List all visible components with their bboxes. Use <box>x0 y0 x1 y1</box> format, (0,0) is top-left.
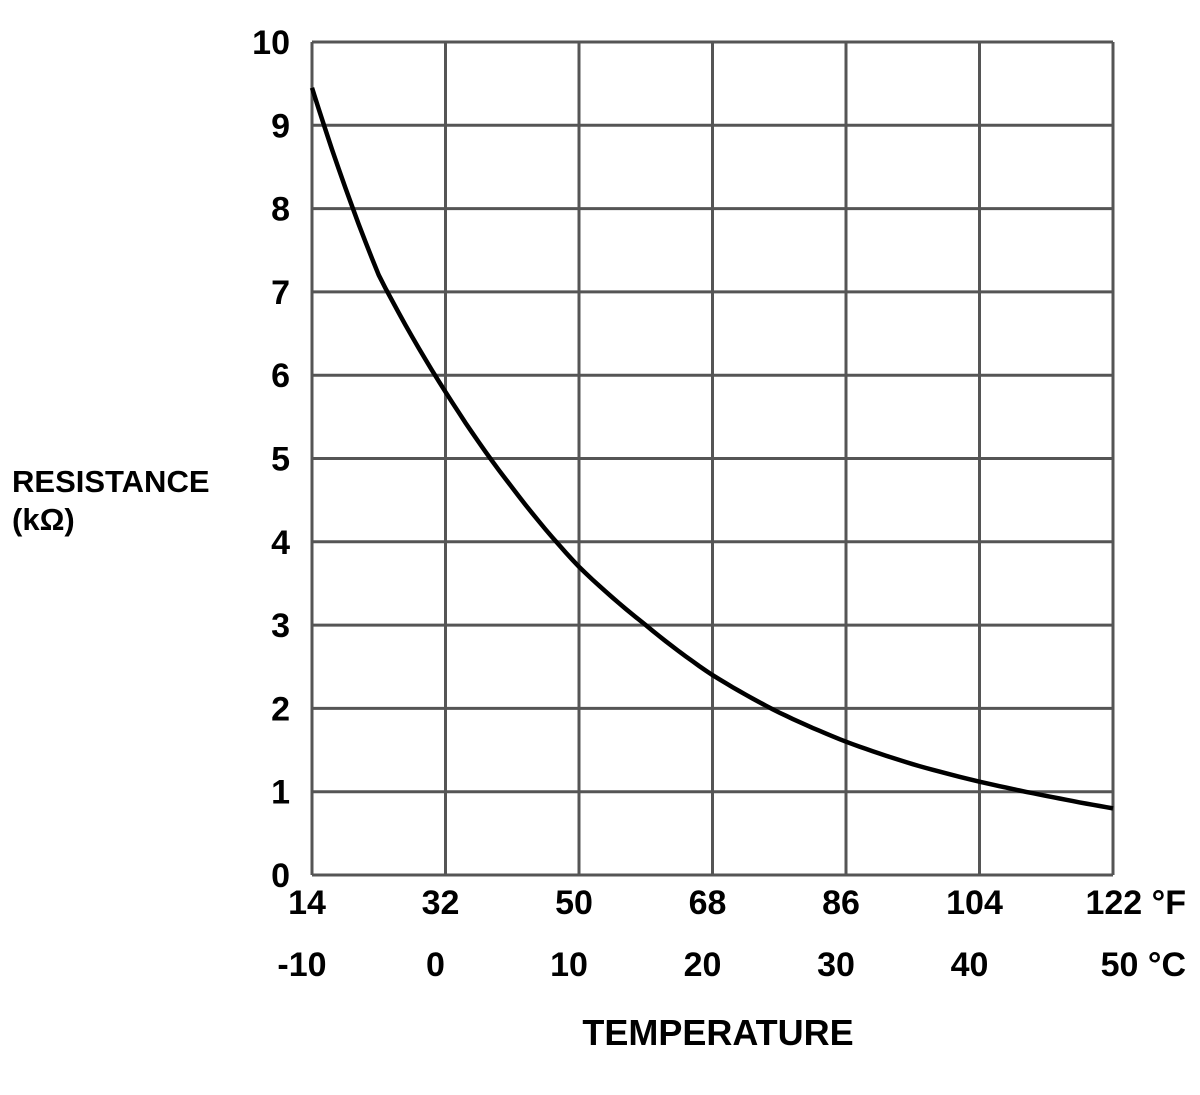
y-tick-labels: 0 1 2 3 4 5 6 7 8 9 10 <box>252 24 290 895</box>
y-tick-label: 9 <box>271 107 290 145</box>
y-tick-label: 0 <box>271 857 290 895</box>
grid <box>310 40 1115 877</box>
x-tick-label-celsius: 10 <box>550 946 588 984</box>
x-tick-label-fahrenheit: 50 <box>555 884 593 922</box>
x-tick-label-fahrenheit: 32 <box>422 884 460 922</box>
y-tick-label: 4 <box>271 524 290 562</box>
x-tick-label-fahrenheit: 104 <box>946 884 1003 922</box>
y-tick-label: 7 <box>271 274 290 312</box>
y-axis-label-line1: RESISTANCE <box>12 464 210 499</box>
curve-layer <box>309 87 1114 811</box>
x-tick-label-fahrenheit: 122 °F <box>1085 884 1186 922</box>
y-tick-label: 5 <box>271 441 290 479</box>
y-tick-label: 6 <box>271 357 290 395</box>
x-tick-label-celsius: 20 <box>684 946 722 984</box>
y-tick-label: 3 <box>271 607 290 645</box>
x-tick-label-celsius: 30 <box>817 946 855 984</box>
x-tick-label-fahrenheit: 68 <box>689 884 727 922</box>
x-axis-label: TEMPERATURE <box>582 1012 853 1053</box>
y-tick-label: 2 <box>271 690 290 728</box>
x-tick-label-celsius: 40 <box>951 946 989 984</box>
x-tick-label-celsius: 0 <box>426 946 445 984</box>
x-tick-label-celsius: 50 °C <box>1101 946 1186 984</box>
y-tick-label: 8 <box>271 191 290 229</box>
x-tick-label-fahrenheit: 86 <box>822 884 860 922</box>
x-tick-labels-celsius: -10 0 10 20 30 40 50 °C <box>277 946 1186 984</box>
y-tick-label: 10 <box>252 24 290 62</box>
x-tick-label-celsius: -10 <box>277 946 326 984</box>
resistance-curve <box>309 87 1114 811</box>
x-tick-label-fahrenheit: 14 <box>288 884 326 922</box>
y-tick-label: 1 <box>271 774 290 812</box>
y-axis-label-line2: (kΩ) <box>12 502 75 537</box>
x-tick-labels-fahrenheit: 14 32 50 68 86 104 122 °F <box>288 884 1186 922</box>
